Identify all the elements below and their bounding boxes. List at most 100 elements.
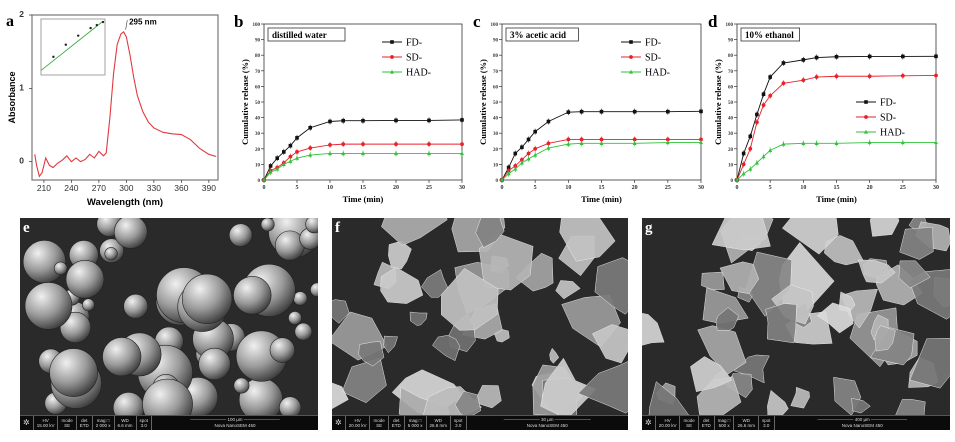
field-label: mode: [61, 417, 73, 423]
x-tick-label: 15: [360, 185, 366, 191]
field-value: 5 000 x: [407, 423, 423, 428]
particle: [475, 218, 505, 248]
data-point: [275, 166, 280, 171]
x-tick-label: 15: [834, 185, 840, 191]
legend-marker: [390, 55, 394, 59]
x-tick-label: 0: [501, 185, 504, 191]
particle: [409, 311, 428, 326]
data-point: [900, 140, 905, 145]
legend-marker: [629, 55, 633, 59]
field-label: mag □: [96, 417, 110, 423]
y-tick-label: 90: [728, 39, 734, 44]
particle: [288, 311, 302, 325]
data-point: [781, 141, 786, 146]
particle: [24, 282, 73, 330]
data-point: [295, 136, 299, 140]
data-point: [533, 129, 537, 134]
data-point: [566, 110, 571, 114]
x-tick-label: 0: [736, 185, 739, 191]
series-line: [263, 119, 463, 181]
data-point: [901, 54, 905, 59]
data-point: [699, 140, 703, 145]
sem-field-hv: HV 20.00 kV: [346, 416, 371, 430]
sem-field-wd: WD 26.8 mm: [427, 416, 452, 430]
panel-letter: b: [234, 12, 243, 31]
x-tick-label: 330: [147, 183, 161, 193]
y-tick-label: 90: [255, 39, 261, 44]
data-point: [361, 151, 365, 156]
field-label: mode: [683, 417, 695, 423]
legend-marker: [390, 69, 394, 74]
x-tick-label: 20: [393, 185, 399, 191]
particle: [279, 396, 302, 416]
field-label: spot: [761, 417, 771, 423]
sem-field-wd: WD 6.6 mm: [115, 416, 137, 430]
particle: [454, 390, 482, 416]
field-value: 26.8 mm: [429, 423, 448, 428]
data-point: [328, 143, 332, 147]
particle: [260, 218, 275, 232]
particle: [540, 357, 597, 416]
x-tick-label: 300: [119, 183, 133, 193]
field-value: 3.0: [140, 423, 147, 428]
field-value: SE: [376, 423, 383, 428]
y-tick-label: 10: [255, 163, 261, 168]
particle: [648, 381, 690, 416]
legend-marker: [629, 40, 633, 44]
particle: [142, 378, 193, 416]
data-point: [665, 137, 670, 142]
x-tick-label: 30: [459, 185, 465, 191]
scale-length: ———————— 100 µm ————————: [190, 417, 280, 422]
annotation-pointer: [125, 20, 128, 30]
panel-letter: a: [6, 13, 14, 30]
legend-label: HAD-: [406, 68, 431, 79]
y-tick-label: 60: [493, 85, 499, 90]
data-point: [632, 109, 637, 114]
x-tick-label: 25: [900, 185, 906, 191]
data-point: [666, 109, 670, 114]
data-point: [599, 109, 604, 114]
x-tick-label: 390: [202, 183, 216, 193]
spectrum-line: [34, 31, 217, 178]
particle: [642, 313, 665, 346]
data-point: [275, 156, 279, 160]
data-point: [328, 151, 332, 156]
data-point: [262, 177, 266, 182]
particle: [65, 260, 105, 299]
particle: [781, 218, 839, 255]
field-value: 20.00 kV: [348, 423, 367, 428]
field-value: 3.0: [763, 423, 770, 428]
data-point: [814, 141, 819, 145]
x-tick-label: 210: [37, 183, 51, 193]
y-axis-label: Cumulative release (%): [240, 59, 250, 145]
particle: [594, 257, 628, 315]
y-tick-label: 80: [728, 54, 734, 59]
x-axis-label: Time (min): [581, 194, 622, 204]
legend-label: FD-: [406, 38, 422, 49]
data-point: [546, 119, 551, 124]
particle: [293, 291, 308, 306]
data-point: [748, 146, 753, 151]
y-tick-label: 90: [493, 39, 499, 44]
particle: [790, 386, 810, 409]
fei-logo-icon: ✲: [642, 416, 656, 430]
particle: [53, 261, 68, 276]
data-point: [520, 145, 524, 150]
y-tick-label: 20: [493, 148, 499, 153]
sem-field-mag: mag □ 2 000 x: [93, 416, 115, 430]
instrument-name: Nova NanoSEM 450: [214, 423, 256, 428]
particle: [358, 341, 385, 367]
particle: [104, 247, 118, 261]
instrument-name: Nova NanoSEM 450: [841, 423, 883, 428]
inset-point: [95, 23, 99, 27]
x-tick-label: 5: [534, 185, 537, 191]
data-point: [341, 118, 345, 123]
series-line: [263, 153, 462, 181]
x-tick-label: 20: [867, 185, 873, 191]
data-point: [268, 164, 273, 168]
sem-field-det: det ETD: [77, 416, 93, 430]
field-value: ETD: [391, 423, 401, 428]
sem-field-mode: mode SE: [680, 416, 699, 430]
field-value: 2 000 x: [95, 423, 111, 428]
legend-marker: [390, 40, 394, 44]
